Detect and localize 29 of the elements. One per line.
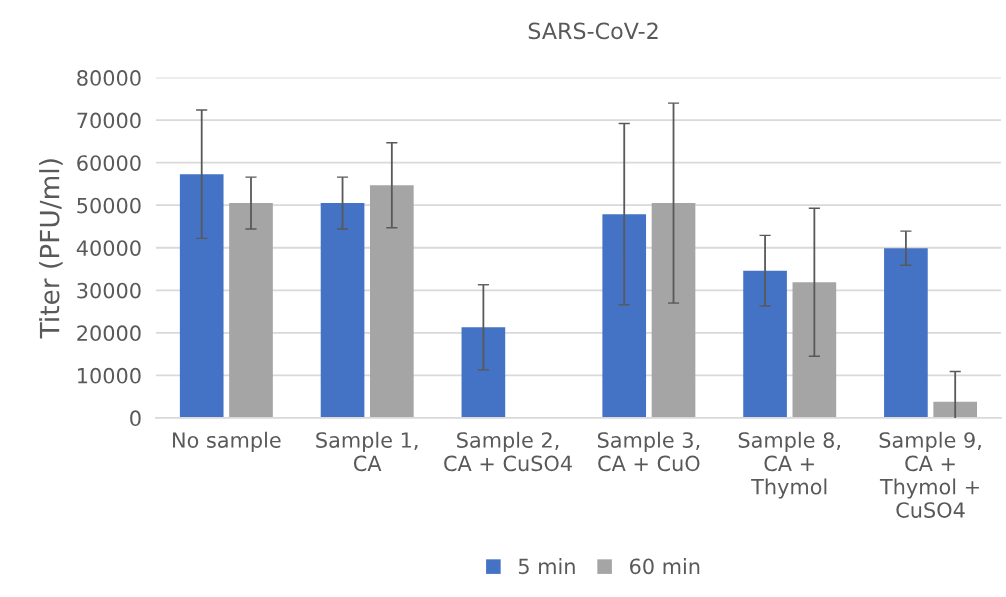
bar — [602, 214, 647, 418]
y-tick-label: 20000 — [77, 325, 141, 342]
legend-label: 60 min — [630, 558, 700, 575]
x-tick-label: Sample 2, CA + CuSO4 — [444, 431, 572, 472]
bar — [370, 185, 414, 418]
y-tick-label: 40000 — [76, 240, 141, 256]
bar — [229, 203, 273, 418]
bar — [651, 203, 696, 418]
bar — [792, 282, 837, 418]
legend-label: 5 min — [518, 558, 575, 575]
bar — [743, 270, 787, 418]
bar — [461, 327, 506, 418]
x-tick-label: Sample 8, CA + Thymol — [738, 431, 840, 499]
x-tick-label: Sample 9, CA + Thymol + CuSO4 — [879, 431, 981, 518]
x-tick-label: No sample — [173, 431, 281, 452]
x-tick-label: Sample 1, CA — [316, 431, 418, 472]
y-tick-label: 10000 — [78, 367, 141, 384]
y-tick-label: 80000 — [77, 70, 141, 86]
x-tick-label: Sample 3, CA + CuO — [597, 431, 700, 472]
y-tick-label: 60000 — [77, 155, 141, 171]
bar — [320, 203, 365, 418]
y-tick-label: 0 — [130, 410, 141, 427]
y-tick-label: 50000 — [77, 197, 141, 214]
bar — [179, 174, 224, 418]
y-tick-label: 30000 — [77, 282, 141, 299]
chart-title: SARS-CoV-2 — [528, 22, 658, 40]
y-tick-label: 70000 — [77, 112, 141, 129]
bar — [884, 248, 928, 418]
y-axis-title: Titer (PFU/ml) — [39, 159, 63, 339]
